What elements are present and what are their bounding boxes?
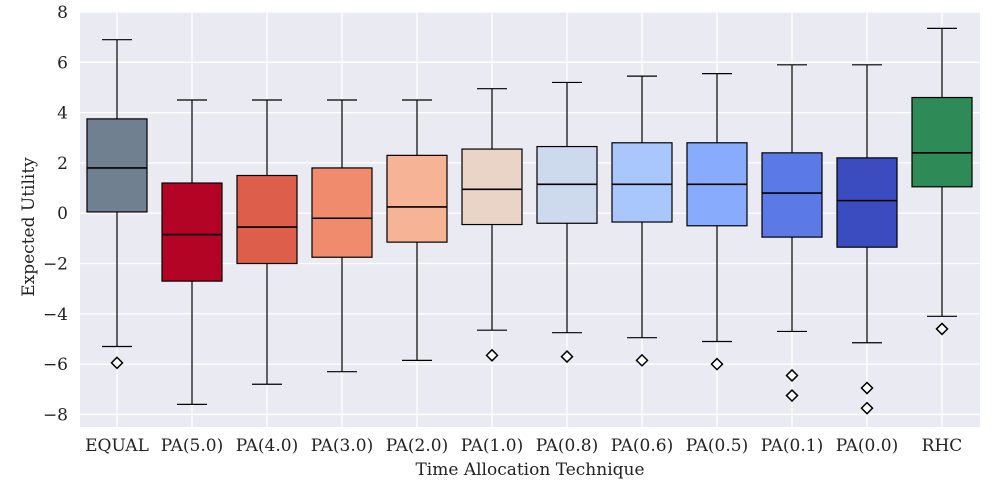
y-tick-label: 8 [57, 3, 68, 23]
outlier-point [860, 381, 874, 395]
box-pa-1-0 [461, 88, 523, 362]
box-pa-3-0 [311, 99, 373, 373]
box-iqr [461, 148, 523, 226]
x-tick-label: PA(0.5) [686, 436, 748, 456]
box-equal [86, 39, 148, 370]
x-axis-ticks: EQUAL PA(5.0) PA(4.0) PA(3.0) PA(2.0) PA(1.0)… [85, 436, 962, 456]
x-tick-label: RHC [922, 436, 963, 456]
y-axis-label: Expected Utility [19, 157, 39, 297]
y-tick-label: 2 [57, 154, 68, 174]
box-iqr [761, 152, 823, 238]
box-pa-0-6 [611, 75, 673, 367]
x-tick-label: PA(2.0) [386, 436, 448, 456]
outlier-point [860, 401, 874, 415]
outlier-point [635, 353, 649, 367]
box-iqr [836, 157, 898, 248]
outlier-point [485, 348, 499, 362]
x-axis-label: Time Allocation Technique [415, 460, 644, 480]
box-pa-0-0 [836, 64, 898, 415]
outlier-point [110, 356, 124, 370]
box-pa-0-8 [536, 81, 598, 364]
y-tick-label: −8 [43, 405, 68, 425]
y-tick-label: 6 [57, 53, 68, 73]
y-tick-label: −4 [43, 305, 68, 325]
x-tick-label: PA(0.0) [836, 436, 898, 456]
box-iqr [386, 154, 448, 243]
box-pa-5-0 [161, 99, 223, 405]
box-iqr [161, 182, 223, 282]
x-tick-label: PA(3.0) [311, 436, 373, 456]
y-tick-label: −6 [43, 355, 68, 375]
y-axis-ticks: −8 −6 −4 −2 0 2 4 6 8 [43, 3, 68, 425]
outlier-point [785, 388, 799, 403]
box-pa-0-1 [761, 64, 823, 403]
y-tick-label: 0 [57, 204, 68, 224]
x-tick-label: PA(0.6) [611, 436, 673, 456]
outlier-point [935, 322, 949, 336]
box-iqr [86, 118, 148, 213]
boxes [86, 27, 973, 415]
plot-area [80, 12, 980, 427]
box-pa-0-5 [686, 73, 748, 371]
box-iqr [911, 96, 973, 188]
box-pa-2-0 [386, 99, 448, 361]
x-tick-label: PA(5.0) [161, 436, 223, 456]
x-tick-label: PA(0.1) [761, 436, 823, 456]
box-iqr [611, 142, 673, 223]
x-tick-label: EQUAL [85, 436, 149, 456]
box-pa-4-0 [236, 99, 298, 385]
x-tick-label: PA(4.0) [236, 436, 298, 456]
outlier-point [710, 357, 724, 371]
outlier-point [560, 350, 574, 364]
box-rhc [911, 27, 973, 336]
x-tick-label: PA(0.8) [536, 436, 598, 456]
x-tick-label: PA(1.0) [461, 436, 523, 456]
y-tick-label: −2 [43, 255, 68, 275]
y-tick-label: 4 [57, 104, 68, 124]
outlier-point [785, 368, 799, 383]
box-iqr [311, 167, 373, 258]
box-iqr [236, 174, 298, 265]
